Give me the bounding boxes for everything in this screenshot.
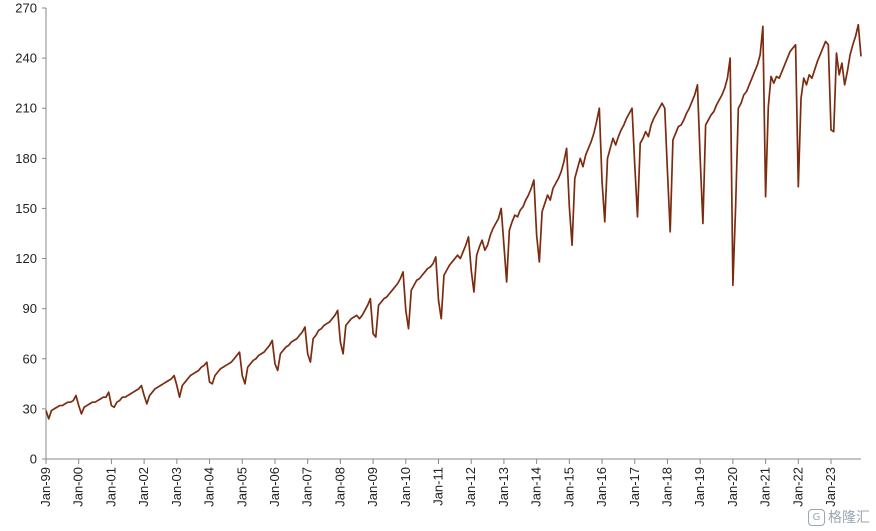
- x-tick-label: Jan-14: [529, 467, 544, 507]
- x-axis-tick-labels: Jan-99 Jan-00 Jan-01 Jan-02 Jan-03 Jan-04 Jan-…: [38, 467, 838, 507]
- x-tick-label: Jan-18: [659, 467, 674, 507]
- y-tick-label: 60: [23, 351, 37, 366]
- y-tick-label: 90: [23, 301, 37, 316]
- x-tick-label: Jan-02: [136, 467, 151, 507]
- watermark-text: 格隆汇: [828, 510, 870, 526]
- y-tick-label: 150: [15, 201, 37, 216]
- x-tick-label: Jan-16: [594, 467, 609, 507]
- x-tick-label: Jan-11: [431, 467, 446, 506]
- y-tick-label: 270: [15, 1, 37, 16]
- x-tick-label: Jan-22: [790, 467, 805, 507]
- y-axis-tick-labels: 0 30 60 90 120 150 180 210 240 270: [15, 1, 37, 467]
- x-tick-label: Jan-20: [725, 467, 740, 507]
- watermark-logo-icon: G: [808, 508, 825, 526]
- x-tick-label: Jan-05: [234, 467, 249, 507]
- x-tick-label: Jan-19: [692, 467, 707, 507]
- series-line: [45, 23, 862, 420]
- x-tick-label: Jan-13: [496, 467, 511, 507]
- x-tick-label: Jan-00: [71, 467, 86, 507]
- x-tick-label: Jan-03: [169, 467, 184, 507]
- x-tick-label: Jan-23: [823, 467, 838, 507]
- x-tick-label: Jan-17: [627, 467, 642, 507]
- x-axis-ticks: [45, 459, 832, 464]
- y-axis-ticks: [42, 7, 46, 460]
- x-tick-label: Jan-08: [332, 467, 347, 507]
- x-tick-label: Jan-09: [365, 467, 380, 507]
- x-tick-label: Jan-07: [300, 467, 315, 507]
- x-tick-label: Jan-99: [38, 467, 53, 507]
- x-tick-label: Jan-10: [398, 467, 413, 507]
- y-tick-label: 210: [15, 101, 37, 116]
- x-tick-label: Jan-04: [202, 467, 217, 507]
- x-tick-label: Jan-06: [267, 467, 282, 507]
- x-tick-label: Jan-12: [463, 467, 478, 507]
- y-tick-label: 30: [23, 401, 37, 416]
- x-tick-label: Jan-15: [561, 467, 576, 507]
- watermark: G 格隆汇: [808, 507, 870, 527]
- y-tick-label: 240: [15, 51, 37, 66]
- y-tick-label: 120: [15, 251, 37, 266]
- x-tick-label: Jan-21: [758, 467, 773, 507]
- y-tick-label: 180: [15, 151, 37, 166]
- x-tick-label: Jan-01: [103, 467, 118, 507]
- y-tick-label: 0: [30, 452, 37, 467]
